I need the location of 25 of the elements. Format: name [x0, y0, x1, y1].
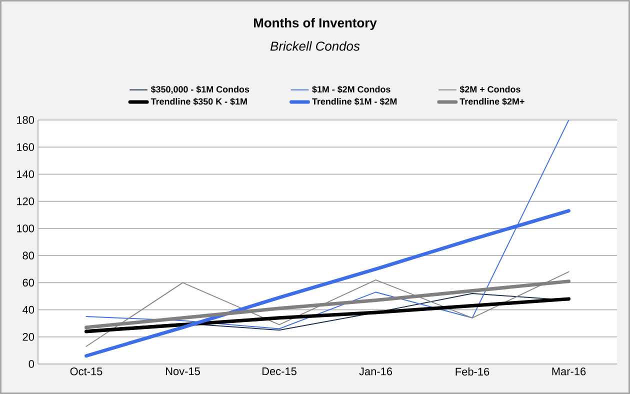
y-tick-label: 180 [17, 116, 34, 124]
x-tick-label: Jan-16 [359, 368, 392, 376]
chart-subtitle: Brickell Condos [270, 41, 360, 51]
y-tick-label: 60 [22, 278, 34, 287]
line-series [86, 271, 570, 347]
legend-label: Trendline $2M+ [460, 98, 524, 106]
x-tick-label: Mar-16 [552, 368, 586, 376]
y-tick-label: 80 [22, 252, 34, 260]
x-tick-label: Feb-16 [456, 368, 490, 376]
legend-label: Trendline $1M - $2M [312, 98, 397, 106]
y-tick-label: 160 [17, 143, 34, 151]
legend-label: $350,000 - $1M Condos [150, 86, 250, 94]
y-tick-label: 40 [22, 306, 34, 314]
x-tick-label: Nov-15 [166, 368, 200, 376]
y-tick-label: 120 [17, 197, 34, 206]
y-tick-label: 0 [28, 360, 34, 368]
legend-label: $1M - $2M Condos [312, 86, 390, 94]
y-tick-label: 100 [17, 224, 34, 232]
x-tick-label: Dec-15 [262, 368, 296, 376]
legend-label: $2M + Condos [460, 86, 520, 94]
x-tick-label: Oct-15 [70, 368, 102, 376]
chart-title: Months of Inventory [254, 18, 377, 30]
y-tick-label: 20 [22, 333, 34, 341]
legend-label: Trendline $350 K - $1M [150, 98, 247, 106]
y-tick-label: 140 [17, 170, 34, 178]
